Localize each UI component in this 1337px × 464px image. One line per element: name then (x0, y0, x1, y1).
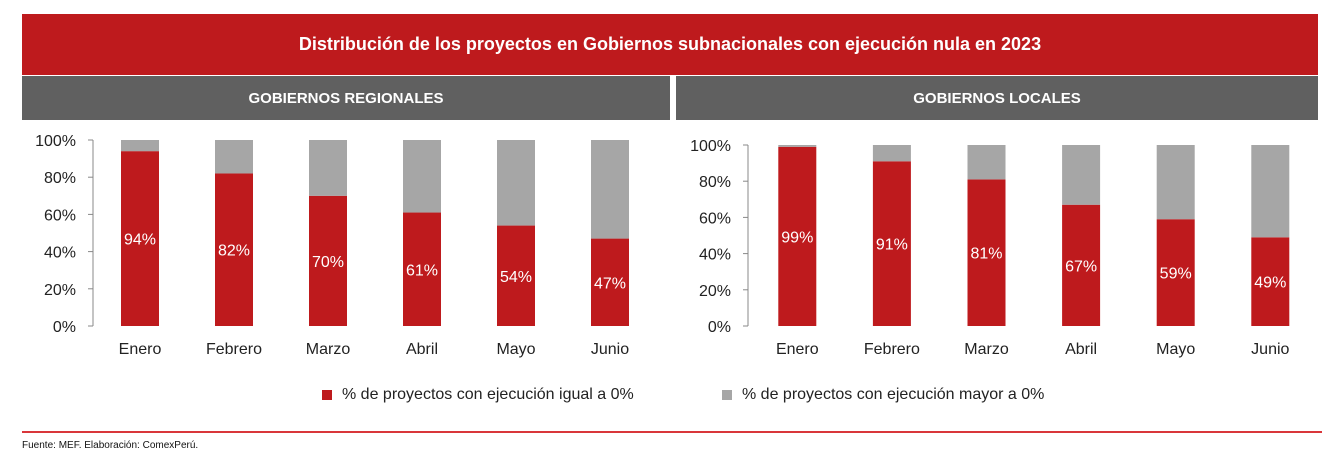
bar-positive (967, 145, 1006, 180)
x-tick-label: Marzo (306, 341, 351, 358)
data-label: 70% (312, 254, 344, 271)
legend-label-zero: % de proyectos con ejecución igual a 0% (342, 386, 634, 403)
y-tick-label: 0% (708, 319, 731, 336)
data-label: 94% (124, 232, 156, 249)
panel-title-locales: GOBIERNOS LOCALES (676, 76, 1318, 120)
bar-zero (872, 161, 911, 326)
bar-zero (497, 225, 535, 326)
data-label: 67% (1065, 258, 1097, 275)
x-tick-label: Febrero (864, 341, 920, 358)
bar-zero (1062, 204, 1101, 326)
legend-swatch-positive (722, 390, 732, 400)
x-tick-label: Mayo (1156, 341, 1195, 358)
x-tick-label: Junio (591, 341, 629, 358)
x-tick-label: Abril (1065, 341, 1097, 358)
data-label: 91% (876, 237, 908, 254)
bar-positive (591, 140, 629, 239)
data-label: 61% (406, 262, 438, 279)
data-label: 54% (500, 269, 532, 286)
bar-positive (403, 140, 441, 213)
x-tick-label: Febrero (206, 341, 262, 358)
y-tick-label: 100% (690, 138, 731, 155)
bar-zero (778, 146, 817, 326)
bar-positive (121, 140, 159, 152)
legend-item-positive: % de proyectos con ejecución mayor a 0% (722, 386, 1044, 404)
bar-positive (1062, 145, 1101, 205)
bar-positive (309, 140, 347, 196)
bar-zero (121, 151, 159, 326)
bar-zero (309, 195, 347, 326)
bar-positive (1156, 145, 1195, 220)
x-tick-label: Abril (406, 341, 438, 358)
data-label: 49% (1254, 275, 1286, 292)
x-tick-label: Marzo (964, 341, 1009, 358)
y-tick-label: 20% (44, 282, 76, 299)
data-label: 47% (594, 275, 626, 292)
bar-zero (591, 238, 629, 326)
y-tick-label: 20% (699, 283, 731, 300)
data-label: 82% (218, 243, 250, 260)
y-tick-label: 60% (44, 207, 76, 224)
legend-swatch-zero (322, 390, 332, 400)
bar-zero (403, 212, 441, 326)
footer-divider (22, 431, 1322, 433)
bar-positive (1251, 145, 1290, 238)
y-tick-label: 40% (699, 247, 731, 264)
figure-title: Distribución de los proyectos en Gobiern… (22, 14, 1318, 75)
panel-title-regionales: GOBIERNOS REGIONALES (22, 76, 670, 120)
data-label: 59% (1160, 266, 1192, 283)
legend-label-positive: % de proyectos con ejecución mayor a 0% (742, 386, 1045, 403)
x-tick-label: Enero (119, 341, 162, 358)
y-tick-label: 100% (35, 133, 76, 150)
bar-zero (1156, 219, 1195, 326)
bar-zero (1251, 237, 1290, 326)
data-label: 99% (781, 229, 813, 246)
x-tick-label: Enero (776, 341, 819, 358)
bar-positive (778, 145, 817, 147)
y-tick-label: 60% (699, 210, 731, 227)
bar-positive (497, 140, 535, 226)
source-note: Fuente: MEF. Elaboración: ComexPerú. (22, 440, 199, 451)
data-label: 81% (970, 246, 1002, 263)
bar-zero (967, 179, 1006, 326)
x-tick-label: Mayo (496, 341, 535, 358)
bar-positive (215, 140, 253, 174)
x-tick-label: Junio (1251, 341, 1289, 358)
y-tick-label: 40% (44, 245, 76, 262)
y-tick-label: 80% (699, 174, 731, 191)
bar-positive (872, 145, 911, 162)
y-tick-label: 80% (44, 170, 76, 187)
y-tick-label: 0% (53, 319, 76, 336)
bar-zero (215, 173, 253, 326)
legend-item-zero: % de proyectos con ejecución igual a 0% (322, 386, 634, 404)
